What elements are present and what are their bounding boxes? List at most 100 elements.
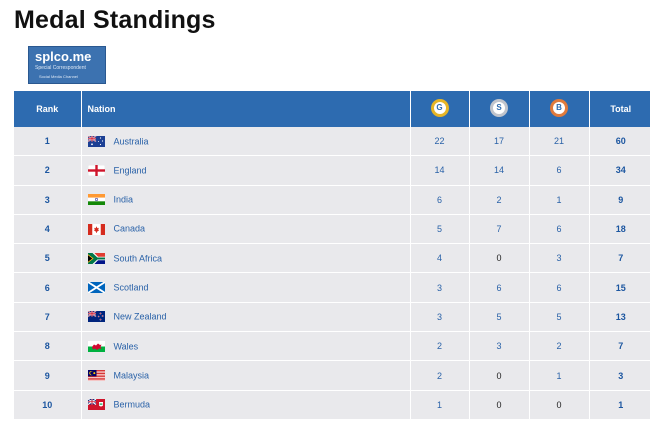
total-header[interactable]: Total xyxy=(589,91,650,127)
gold-cell: 5 xyxy=(410,214,470,245)
gold-cell: 6 xyxy=(410,185,470,215)
gold-cell: 3 xyxy=(410,302,470,333)
nation-cell: New Zealand xyxy=(81,302,411,333)
splco-logo[interactable]: splco.me Special Correspondent Social Me… xyxy=(28,46,106,84)
bronze-cell: 21 xyxy=(529,127,590,157)
nation-name[interactable]: Wales xyxy=(113,341,139,352)
table-row[interactable]: 6 Scotland 3 6 6 15 xyxy=(14,272,650,303)
nation-name[interactable]: South Africa xyxy=(113,253,163,264)
bronze-medal-letter: B xyxy=(553,102,565,114)
gold-cell: 22 xyxy=(410,127,470,157)
silver-cell: 3 xyxy=(469,331,530,362)
bronze-cell: 5 xyxy=(529,302,590,333)
australia-flag-icon xyxy=(87,135,105,147)
total-cell: 7 xyxy=(589,331,650,362)
page-title: Medal Standings xyxy=(14,6,216,34)
silver-cell: 0 xyxy=(469,390,530,420)
gold-cell: 1 xyxy=(410,390,470,420)
scotland-flag-icon xyxy=(87,282,105,294)
total-cell: 9 xyxy=(589,185,650,215)
nation-name[interactable]: England xyxy=(113,165,147,176)
nation-cell: Canada xyxy=(81,214,411,245)
nation-name[interactable]: Bermuda xyxy=(113,399,151,410)
total-cell: 1 xyxy=(589,390,650,420)
total-cell: 18 xyxy=(589,214,650,245)
nation-name[interactable]: Australia xyxy=(113,136,149,147)
silver-cell: 6 xyxy=(469,272,530,303)
rank-header[interactable]: Rank xyxy=(14,91,82,127)
rank-cell: 10 xyxy=(14,390,82,420)
nation-name[interactable]: Malaysia xyxy=(113,370,150,381)
total-cell: 13 xyxy=(589,302,650,333)
bronze-cell: 1 xyxy=(529,360,590,391)
bronze-cell: 0 xyxy=(529,390,590,420)
nation-cell: Wales xyxy=(81,331,411,362)
total-cell: 34 xyxy=(589,155,650,186)
rank-cell: 2 xyxy=(14,155,82,186)
rank-cell: 3 xyxy=(14,185,82,215)
nation-cell: Scotland xyxy=(81,272,411,303)
bronze-cell: 6 xyxy=(529,155,590,186)
bronze-cell: 6 xyxy=(529,272,590,303)
logo-tagline: Special Correspondent xyxy=(35,65,86,71)
gold-header[interactable]: G xyxy=(410,91,470,127)
nation-cell: England xyxy=(81,155,411,186)
table-row[interactable]: 10 Bermuda 1 0 0 1 xyxy=(14,390,650,420)
silver-cell: 7 xyxy=(469,214,530,245)
south-africa-flag-icon xyxy=(87,252,105,264)
table-header-row: Rank Nation G S B Total xyxy=(14,91,650,127)
canada-flag-icon xyxy=(87,223,105,235)
nation-name[interactable]: Scotland xyxy=(113,282,149,293)
rank-cell: 7 xyxy=(14,302,82,333)
medal-table: Rank Nation G S B Total 1 Australia 22 1… xyxy=(14,91,650,420)
nation-name[interactable]: New Zealand xyxy=(113,311,167,322)
nation-cell: Bermuda xyxy=(81,390,411,420)
gold-cell: 2 xyxy=(410,331,470,362)
gold-medal-icon: G xyxy=(430,99,449,117)
bronze-header[interactable]: B xyxy=(529,91,590,127)
total-cell: 15 xyxy=(589,272,650,303)
bronze-medal-icon: B xyxy=(550,99,568,117)
nation-header[interactable]: Nation xyxy=(81,91,411,127)
bermuda-flag-icon xyxy=(87,399,105,411)
nation-name[interactable]: India xyxy=(113,194,134,205)
malaysia-flag-icon xyxy=(87,370,105,382)
table-row[interactable]: 7 New Zealand 3 5 5 13 xyxy=(14,302,650,333)
table-row[interactable]: 5 South Africa 4 0 3 7 xyxy=(14,243,650,274)
nation-cell: Australia xyxy=(81,127,411,157)
nation-cell: South Africa xyxy=(81,243,411,274)
nation-cell: Malaysia xyxy=(81,360,411,391)
silver-cell: 14 xyxy=(469,155,530,186)
total-cell: 7 xyxy=(589,243,650,274)
nation-cell: India xyxy=(81,185,411,215)
rank-cell: 8 xyxy=(14,331,82,362)
new-zealand-flag-icon xyxy=(87,311,105,323)
wales-flag-icon xyxy=(87,340,105,352)
rank-cell: 5 xyxy=(14,243,82,274)
nation-name[interactable]: Canada xyxy=(113,224,146,235)
england-flag-icon xyxy=(87,165,105,176)
silver-cell: 2 xyxy=(469,185,530,215)
bronze-cell: 2 xyxy=(529,331,590,362)
gold-cell: 2 xyxy=(410,360,470,391)
india-flag-icon xyxy=(87,194,105,206)
total-cell: 60 xyxy=(589,127,650,157)
silver-medal-letter: S xyxy=(493,102,505,114)
table-row[interactable]: 8 Wales 2 3 2 7 xyxy=(14,331,650,362)
silver-cell: 0 xyxy=(469,243,530,274)
total-cell: 3 xyxy=(589,360,650,391)
silver-header[interactable]: S xyxy=(469,91,530,127)
silver-cell: 0 xyxy=(469,360,530,391)
table-row[interactable]: 3 India 6 2 1 9 xyxy=(14,185,650,215)
gold-cell: 14 xyxy=(410,155,470,186)
table-row[interactable]: 2 England 14 14 6 34 xyxy=(14,155,650,186)
table-row[interactable]: 9 Malaysia 2 0 1 3 xyxy=(14,360,650,391)
table-row[interactable]: 4 Canada 5 7 6 18 xyxy=(14,214,650,245)
rank-cell: 6 xyxy=(14,272,82,303)
gold-medal-letter: G xyxy=(433,102,446,114)
table-row[interactable]: 1 Australia 22 17 21 60 xyxy=(14,127,650,157)
bronze-cell: 1 xyxy=(529,185,590,215)
silver-cell: 5 xyxy=(469,302,530,333)
logo-text: splco.me xyxy=(35,49,92,64)
logo-subtagline: Social Media Channel xyxy=(39,74,78,79)
